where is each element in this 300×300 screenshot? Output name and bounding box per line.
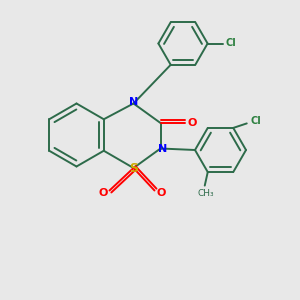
Text: CH₃: CH₃ [198, 189, 214, 198]
Text: S: S [129, 161, 138, 175]
Text: O: O [98, 188, 108, 198]
Text: N: N [158, 143, 167, 154]
Text: N: N [129, 97, 138, 107]
Text: Cl: Cl [250, 116, 261, 126]
Text: Cl: Cl [226, 38, 236, 49]
Text: O: O [156, 188, 166, 198]
Text: O: O [187, 118, 197, 128]
